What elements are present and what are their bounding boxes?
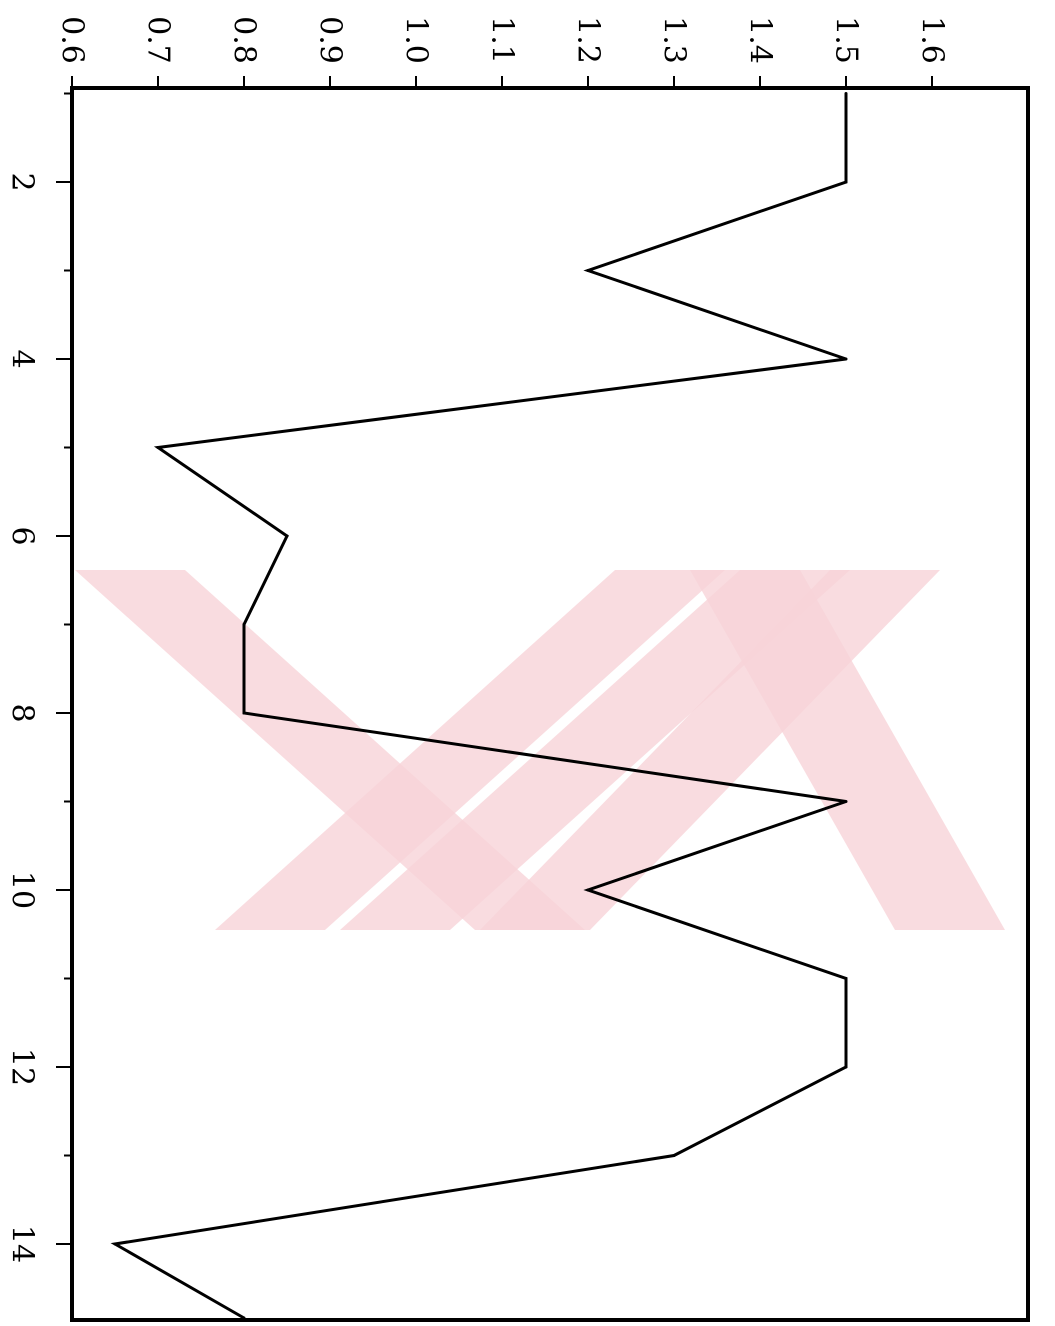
watermark-stripe [215,570,725,930]
watermark [75,570,1005,930]
data-point [113,1242,117,1246]
y-tick-label: 1.4 [743,16,778,64]
y-tick-label: 1.3 [657,16,692,64]
data-point [285,534,289,538]
x-tick-label: 4 [5,349,40,368]
data-point [844,92,848,95]
y-tick-label: 0.7 [141,16,176,64]
y-tick-label: 1.0 [399,16,434,64]
series-group [110,92,848,1320]
data-point [844,1065,848,1069]
data-point [586,888,590,892]
y-tick-label: 0.8 [227,16,262,64]
y-tick-label: 1.1 [485,16,520,64]
x-tick-label: 12 [5,1048,40,1086]
x-tick-label: 14 [5,1225,40,1263]
data-point [156,446,160,449]
x-tick-label: 2 [5,172,40,191]
watermark-stripe [690,570,1005,930]
data-point [242,1316,246,1320]
data-point [844,357,848,361]
data-point [586,269,590,272]
data-point [844,180,848,184]
x-tick-label: 8 [5,703,40,722]
x-axis: 2 4 6 8 10 12 14 [5,92,72,1263]
x-tick-label: 10 [5,871,40,909]
y-tick-label: 0.9 [313,16,348,64]
y-axis: 0.6 0.7 0.8 0.9 1.0 1.1 1.2 1.3 1.4 1.5 1.6 [55,16,950,88]
y-tick-label: 0.6 [55,16,90,64]
data-point [844,800,848,803]
plot-frame [70,86,1030,1322]
watermark-stripe [340,570,850,930]
data-point [242,711,246,715]
y-tick-label: 1.2 [571,16,606,64]
y-tick-label: 1.6 [915,16,950,64]
data-point [672,1154,676,1157]
data-point [844,977,848,980]
x-tick-label: 6 [5,526,40,545]
data-point [242,623,246,626]
y-tick-label: 1.5 [829,16,864,64]
